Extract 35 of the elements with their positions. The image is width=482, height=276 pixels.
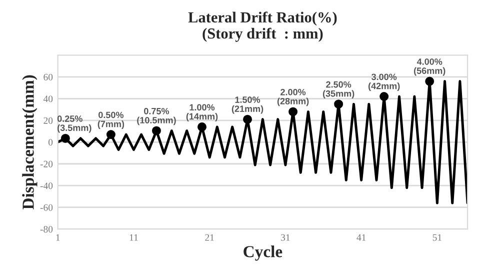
annotation: 1.00% (14mm) (186, 104, 218, 122)
point (106, 130, 116, 140)
x-tick-label: 11 (130, 234, 138, 241)
y-tick-label: 20 (44, 117, 53, 124)
annotation: 0.25% (3.5mm) (57, 116, 92, 133)
point (197, 122, 206, 132)
y-tick-label: -80 (40, 226, 53, 233)
x-tick-label: 41 (356, 234, 366, 241)
point (334, 100, 344, 109)
y-tick-label: -40 (40, 182, 53, 190)
x-tick-label: 21 (205, 234, 214, 241)
x-axis-title: Cycle (244, 246, 282, 261)
annotation: 2.00% (28mm) (277, 88, 309, 106)
y-tick-label: 60 (44, 74, 53, 80)
x-tick-label: 51 (432, 234, 442, 241)
point (425, 76, 434, 86)
chart-title: Lateral Drift Ratio(%) (Story drift : mm) (188, 12, 337, 42)
annotation: 4.00% (56mm) (414, 58, 446, 76)
y-tick-label: 0 (48, 139, 53, 146)
y-tick-label: -20 (40, 160, 53, 168)
annotation: 0.75% (10.5mm) (137, 108, 176, 126)
annotation: 0.50% (7mm) (98, 112, 124, 129)
point (243, 114, 252, 124)
y-axis-title: Displacement(mm) (22, 75, 38, 210)
y-tick-label: 40 (43, 96, 53, 102)
point (288, 107, 298, 116)
point (60, 134, 70, 143)
point (380, 92, 389, 101)
x-tick-label: 31 (281, 234, 290, 241)
annotation: 1.50% (21mm) (232, 96, 264, 114)
point (152, 126, 161, 136)
y-tick-label: -60 (40, 204, 53, 211)
annotation: 3.00% (42mm) (368, 74, 400, 91)
annotation: 2.50% (35mm) (322, 81, 354, 99)
x-tick-label: 1 (56, 234, 60, 241)
